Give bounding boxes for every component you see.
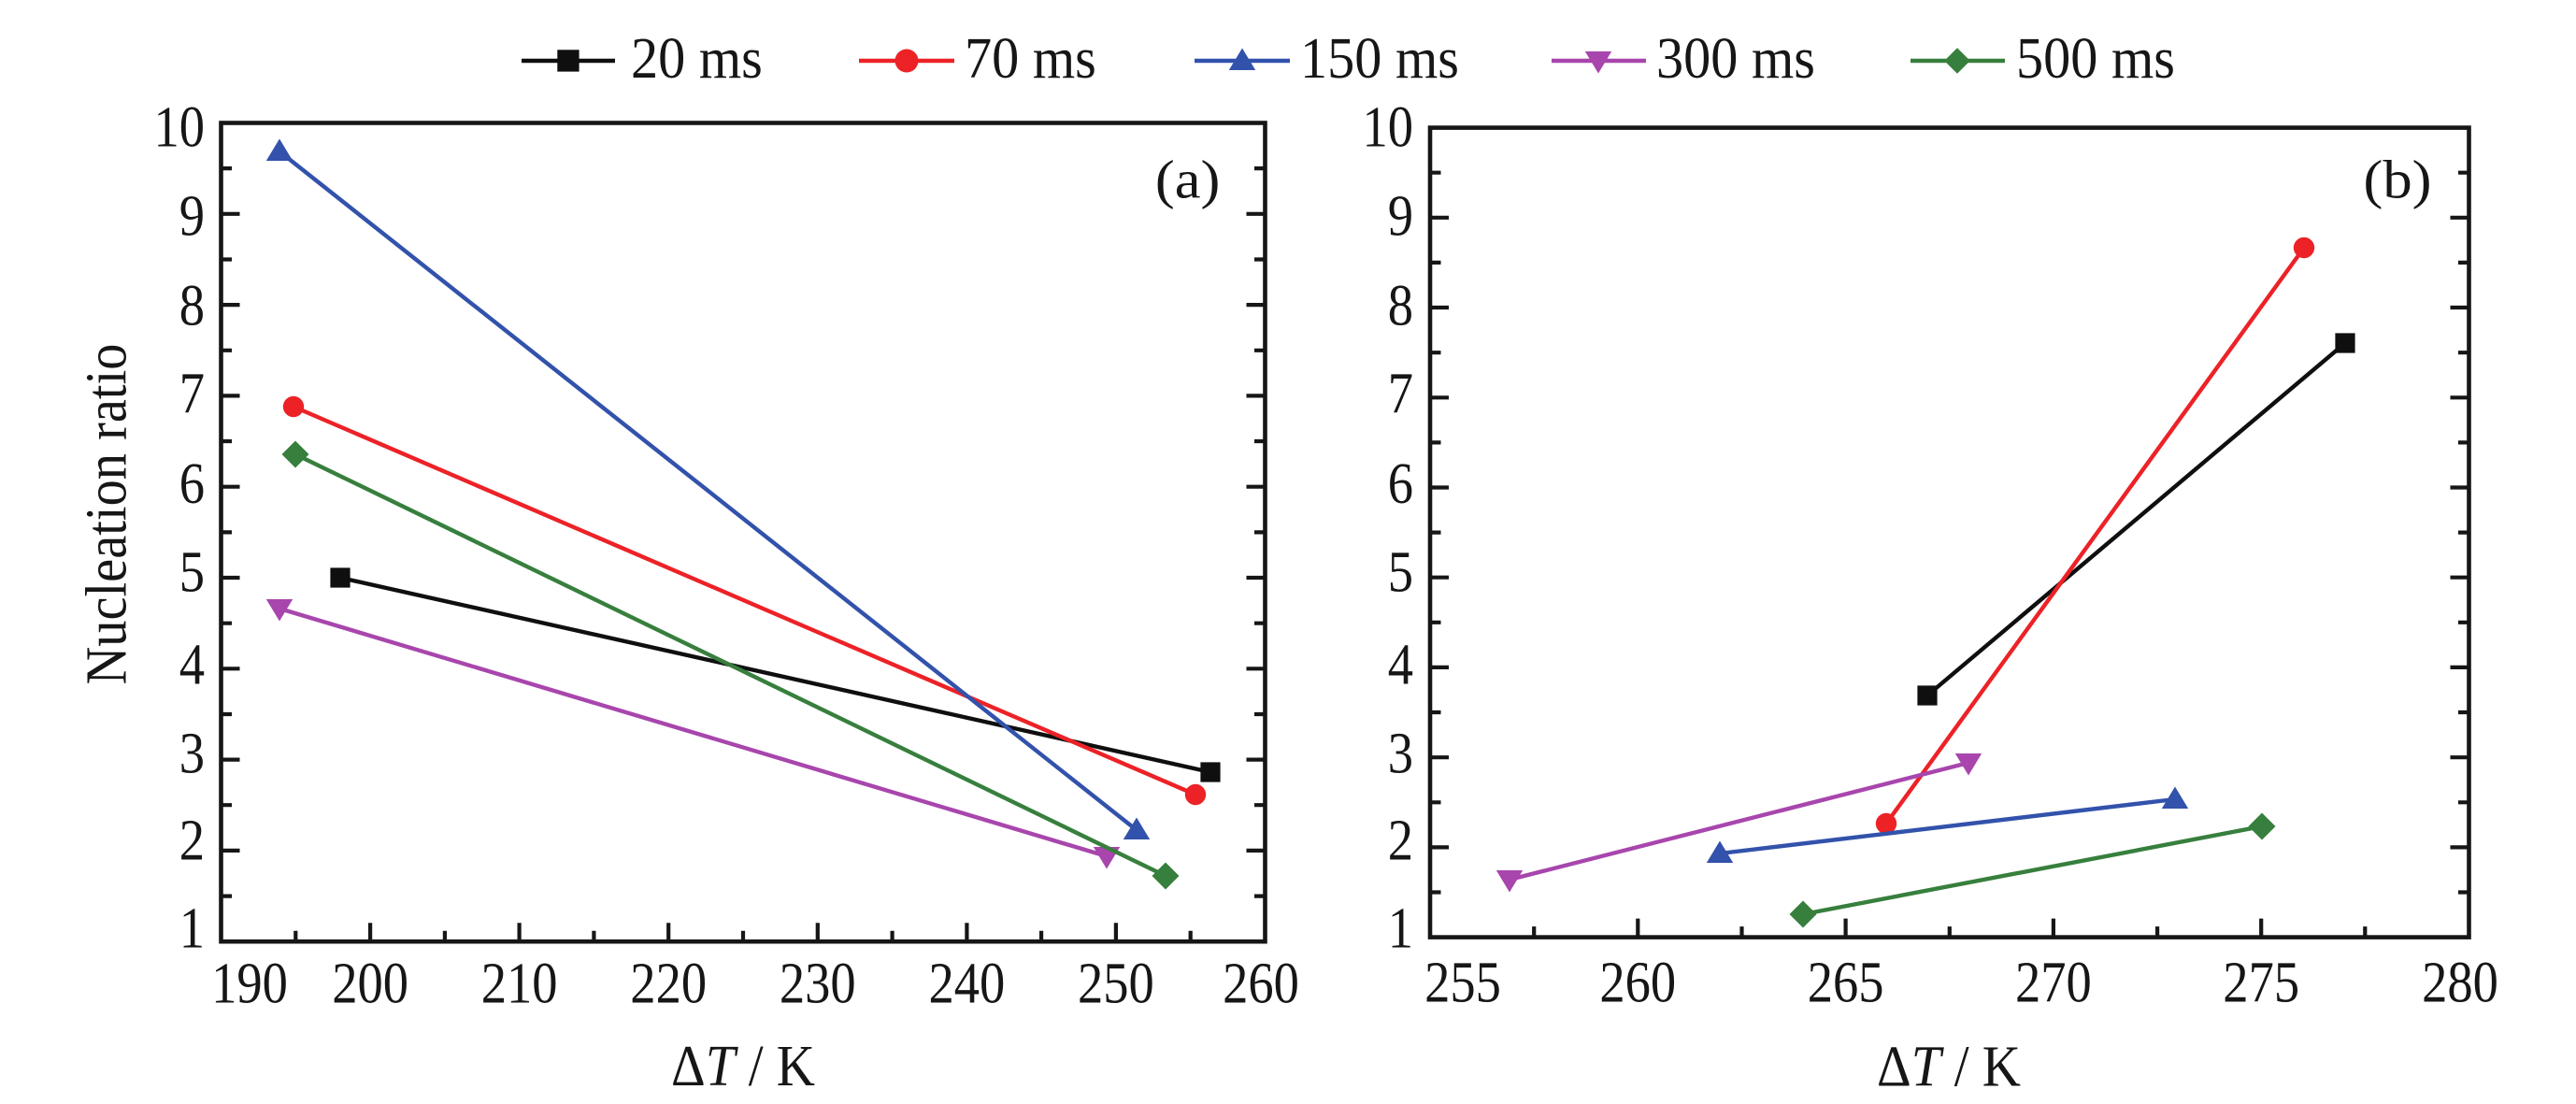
svg-text:255: 255 — [1424, 950, 1501, 1014]
svg-text:200: 200 — [332, 951, 408, 1015]
svg-text:(a): (a) — [1155, 150, 1221, 209]
svg-text:(b): (b) — [2363, 150, 2431, 209]
svg-text:10: 10 — [1362, 94, 1413, 159]
svg-text:190: 190 — [211, 951, 288, 1015]
svg-text:Nucleation ratio: Nucleation ratio — [74, 344, 138, 685]
svg-text:220: 220 — [630, 951, 707, 1015]
svg-text:70 ms: 70 ms — [965, 26, 1096, 91]
svg-text:270: 270 — [2015, 950, 2092, 1014]
svg-text:280: 280 — [2422, 950, 2498, 1014]
svg-text:4: 4 — [1388, 632, 1413, 696]
svg-text:9: 9 — [179, 183, 205, 248]
svg-text:3: 3 — [179, 721, 205, 785]
svg-text:275: 275 — [2223, 950, 2299, 1014]
svg-text:265: 265 — [1808, 950, 1884, 1014]
svg-text:2: 2 — [1388, 808, 1413, 872]
svg-text:8: 8 — [1388, 273, 1413, 337]
svg-text:ΔT / K: ΔT / K — [1877, 1034, 2021, 1098]
svg-text:260: 260 — [1223, 951, 1299, 1015]
svg-text:9: 9 — [1388, 183, 1413, 248]
svg-text:5: 5 — [179, 539, 205, 604]
svg-text:10: 10 — [153, 94, 205, 159]
svg-text:4: 4 — [179, 632, 205, 696]
svg-text:500 ms: 500 ms — [2016, 26, 2175, 91]
svg-text:20 ms: 20 ms — [631, 26, 763, 91]
svg-text:300 ms: 300 ms — [1656, 26, 1815, 91]
svg-text:1: 1 — [1388, 896, 1413, 960]
svg-text:210: 210 — [481, 951, 558, 1015]
svg-text:7: 7 — [1388, 361, 1413, 425]
svg-text:230: 230 — [780, 951, 856, 1015]
svg-text:1: 1 — [179, 896, 205, 960]
svg-text:ΔT / K: ΔT / K — [671, 1034, 815, 1098]
svg-text:250: 250 — [1078, 951, 1154, 1015]
svg-text:3: 3 — [1388, 721, 1413, 785]
svg-text:240: 240 — [928, 951, 1005, 1015]
svg-text:150 ms: 150 ms — [1300, 26, 1459, 91]
svg-text:6: 6 — [1388, 452, 1413, 516]
svg-text:7: 7 — [179, 361, 205, 425]
svg-text:2: 2 — [179, 808, 205, 872]
svg-text:5: 5 — [1388, 539, 1413, 604]
svg-text:8: 8 — [179, 273, 205, 337]
svg-text:260: 260 — [1599, 950, 1676, 1014]
svg-text:6: 6 — [179, 452, 205, 516]
